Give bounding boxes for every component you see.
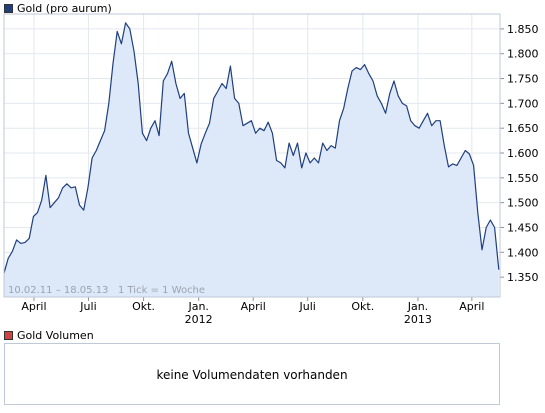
x-tick-label: Jan. xyxy=(187,300,208,313)
x-tick-label: April xyxy=(21,300,46,313)
y-tick-label: 1.750 xyxy=(507,73,539,86)
price-chart: 1.350 1.400 1.450 1.500 1.550 1.600 1.650 1.700… xyxy=(3,13,539,326)
x-tick-label: Okt. xyxy=(132,300,155,313)
x-year-label: 2013 xyxy=(404,313,432,326)
volume-legend-swatch xyxy=(4,331,13,340)
price-legend-swatch xyxy=(4,4,13,13)
y-tick-label: 1.650 xyxy=(507,122,539,135)
x-tick-label: Juli xyxy=(299,300,316,313)
x-tick-label: April xyxy=(241,300,266,313)
x-tick-label: Juli xyxy=(79,300,96,313)
x-tick-label: Okt. xyxy=(351,300,374,313)
y-tick-label: 1.550 xyxy=(507,172,539,185)
y-tick-label: 1.400 xyxy=(507,246,539,259)
range-info: 10.02.11 – 18.05.13 1 Tick = 1 Woche xyxy=(8,285,205,296)
y-tick-label: 1.350 xyxy=(507,271,539,284)
price-legend-label: Gold (pro aurum) xyxy=(17,2,112,15)
volume-legend-label: Gold Volumen xyxy=(17,329,94,342)
y-tick-label: 1.450 xyxy=(507,221,539,234)
x-year-label: 2012 xyxy=(185,313,213,326)
y-tick-label: 1.600 xyxy=(507,147,539,160)
plot-border xyxy=(3,13,501,298)
price-area xyxy=(4,22,499,298)
price-legend: Gold (pro aurum) xyxy=(4,2,112,15)
volume-legend: Gold Volumen xyxy=(4,329,94,342)
price-line xyxy=(3,22,500,274)
y-tick-label: 1.850 xyxy=(507,23,539,36)
volume-empty-message: keine Volumendaten vorhanden xyxy=(156,368,348,382)
volume-panel: keine Volumendaten vorhanden xyxy=(4,343,500,405)
y-axis: 1.350 1.400 1.450 1.500 1.550 1.600 1.650 1.700… xyxy=(500,23,539,284)
y-tick-label: 1.700 xyxy=(507,97,539,110)
x-tick-label: Jan. xyxy=(407,300,428,313)
x-tick-label: April xyxy=(459,300,484,313)
y-tick-label: 1.800 xyxy=(507,48,539,61)
y-tick-label: 1.500 xyxy=(507,197,539,210)
